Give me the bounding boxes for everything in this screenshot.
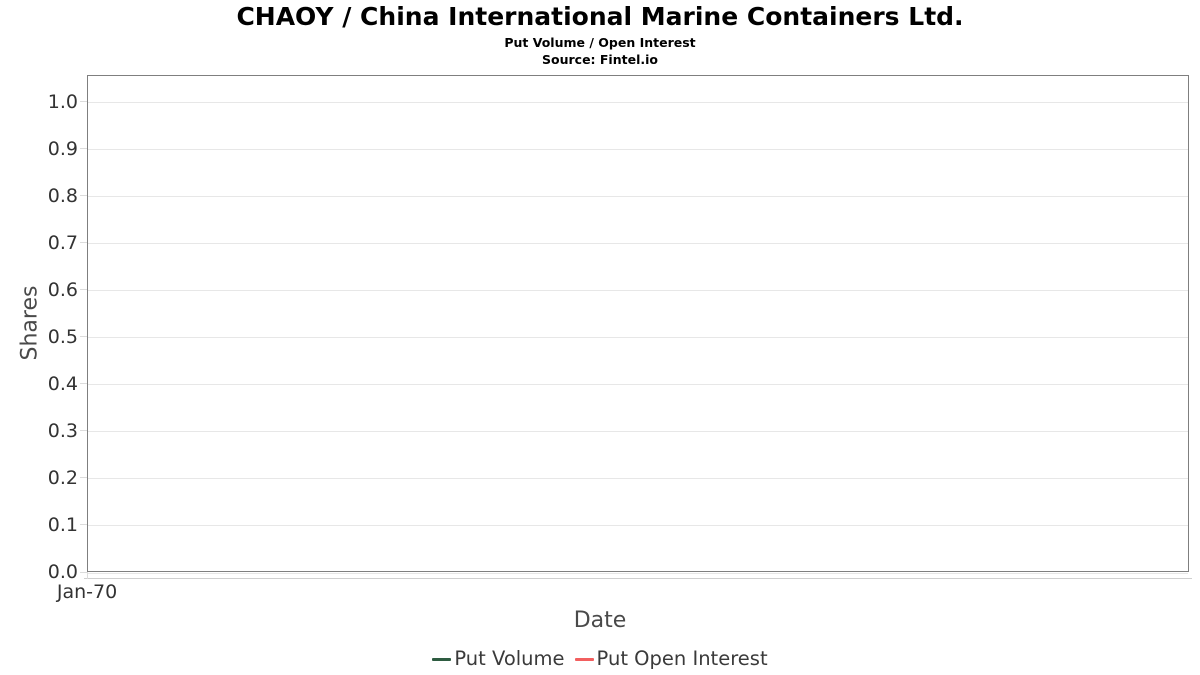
y-tick-label-0.3: 0.3: [47, 419, 78, 442]
gridline-y-1.0: [88, 102, 1188, 104]
y-tick-label-0.5: 0.5: [47, 325, 78, 348]
legend-item-put-volume[interactable]: Put Volume: [432, 647, 565, 671]
legend-label-put-volume: Put Volume: [454, 647, 565, 670]
y-tick-mark-0.6: [80, 289, 87, 291]
plot-area: [87, 75, 1189, 574]
gridline-y-0.7: [88, 243, 1188, 245]
y-tick-mark-0.9: [80, 148, 87, 150]
y-tick-mark-0.1: [80, 524, 87, 526]
gridline-y-0.1: [88, 525, 1188, 527]
y-tick-label-0.2: 0.2: [47, 466, 78, 489]
gridline-y-0.6: [88, 290, 1188, 292]
chart-source: Source: Fintel.io: [542, 52, 658, 67]
chart-title: CHAOY / China International Marine Conta…: [236, 2, 964, 31]
legend-label-put-open-interest: Put Open Interest: [596, 647, 768, 670]
y-tick-mark-0.4: [80, 383, 87, 385]
y-tick-mark-0.5: [80, 336, 87, 338]
gridline-y-0.9: [88, 149, 1188, 151]
gridline-y-0.3: [88, 431, 1188, 433]
y-tick-label-0.4: 0.4: [47, 372, 78, 395]
x-axis-line: [84, 578, 1192, 579]
y-tick-label-0.7: 0.7: [47, 231, 78, 254]
y-tick-mark-1.0: [80, 101, 87, 103]
legend: Put Volume Put Open Interest: [0, 645, 1200, 673]
put-open-interest-line-swatch: [574, 657, 594, 661]
gridline-y-0.8: [88, 196, 1188, 198]
y-tick-mark-0.0: [80, 571, 87, 573]
y-tick-label-0.9: 0.9: [47, 137, 78, 160]
chart-subtitle: Put Volume / Open Interest: [504, 35, 696, 50]
y-tick-mark-0.7: [80, 242, 87, 244]
x-tick-mark: [87, 572, 88, 579]
gridline-y-0.5: [88, 337, 1188, 339]
gridline-y-0.0: [88, 572, 1188, 574]
y-tick-label-1.0: 1.0: [47, 90, 78, 113]
gridline-y-0.2: [88, 478, 1188, 480]
gridline-y-0.4: [88, 384, 1188, 386]
y-tick-label-0.0: 0.0: [47, 561, 78, 583]
x-tick-label: Jan-70: [56, 581, 118, 603]
y-tick-label-0.6: 0.6: [47, 278, 78, 301]
put-volume-line-swatch: [432, 657, 452, 661]
y-tick-label-0.1: 0.1: [47, 513, 78, 536]
y-tick-mark-0.2: [80, 477, 87, 479]
y-tick-mark-0.8: [80, 195, 87, 197]
y-tick-label-0.8: 0.8: [47, 184, 78, 207]
y-tick-mark-0.3: [80, 430, 87, 432]
x-axis-label: Date: [573, 608, 627, 633]
legend-item-put-open-interest[interactable]: Put Open Interest: [574, 647, 768, 671]
